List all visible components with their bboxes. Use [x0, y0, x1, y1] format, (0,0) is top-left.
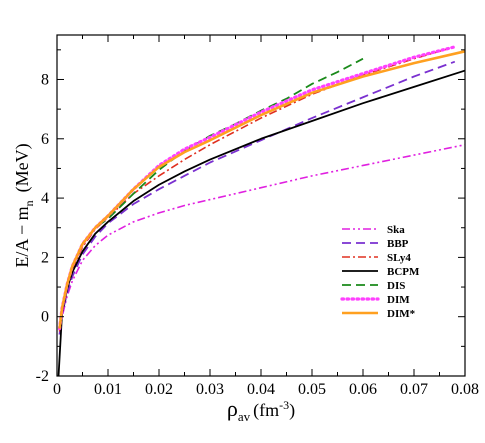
- legend-label-5: DIS: [387, 280, 405, 292]
- y-tick-label: 2: [41, 249, 49, 266]
- legend: Ska BBP SLy4 BCPM DIS DIM DIM*: [340, 224, 420, 320]
- x-axis-title: ρav (fm-3): [227, 396, 295, 424]
- legend-label-7: DIM*: [387, 308, 416, 320]
- y-axis-title: E/A − mn (MeV): [12, 143, 36, 267]
- legend-label-6: DIM: [387, 294, 410, 306]
- y-axis-title-main: E/A − m: [12, 206, 32, 267]
- series-line-7: [58, 50, 466, 329]
- legend-label-4: BCPM: [387, 266, 420, 278]
- legend-label-2: BBP: [387, 238, 409, 250]
- x-tick-label: 0.01: [94, 381, 122, 398]
- legend-label-1: Ska: [387, 224, 405, 236]
- x-axis-title-close: ): [289, 400, 295, 421]
- x-tick-label: 0.07: [400, 381, 428, 398]
- y-axis-title-unit: (MeV): [12, 143, 33, 192]
- x-axis-title-sub: av: [238, 409, 251, 424]
- series-line-2: [58, 60, 456, 335]
- y-tick-label: -2: [36, 368, 49, 385]
- x-tick-label: 0.02: [145, 381, 173, 398]
- x-tick-label: 0.05: [298, 381, 326, 398]
- x-tick-label: 0.03: [196, 381, 224, 398]
- x-axis-title-unit: (fm: [253, 400, 279, 421]
- x-axis-title-exp: -3: [279, 398, 289, 412]
- y-tick-label: 6: [41, 131, 49, 148]
- legend-label-3: SLy4: [387, 252, 411, 264]
- series-layer: [57, 45, 466, 377]
- x-tick-label: 0.04: [247, 381, 275, 398]
- series-line-1: [58, 143, 466, 335]
- x-axis-title-main: ρ: [227, 396, 238, 421]
- y-tick-label: 8: [41, 71, 49, 88]
- y-tick-label: 0: [41, 309, 49, 326]
- x-tick-label: 0: [53, 381, 61, 398]
- x-tick-label: 0.06: [349, 381, 377, 398]
- y-tick-label: 4: [41, 190, 49, 207]
- y-axis-title-sub: n: [22, 200, 36, 206]
- x-tick-label: 0.08: [451, 381, 479, 398]
